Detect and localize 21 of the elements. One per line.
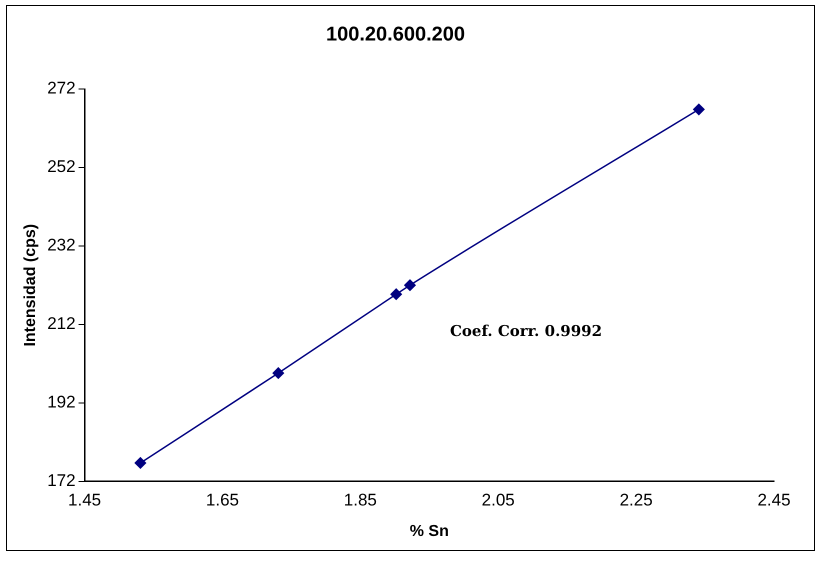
y-tick-label: 172: [47, 471, 76, 490]
y-tick-label: 252: [47, 157, 76, 176]
y-tick-label: 192: [47, 392, 76, 412]
y-tick-label: 272: [47, 78, 76, 98]
point: [693, 104, 705, 116]
point: [404, 279, 416, 291]
x-axis-title: % Sn: [410, 522, 449, 540]
x-tick-label: 2.05: [482, 490, 515, 510]
y-tick-label: 212: [47, 314, 76, 334]
y-tick-label: 232: [47, 236, 76, 255]
x-tick-label: 2.45: [757, 490, 791, 510]
x-tick-label: 2.25: [620, 490, 653, 510]
point: [134, 457, 146, 469]
x-tick-label: 1.45: [68, 490, 102, 510]
x-tick-label: 1.65: [206, 490, 239, 510]
point: [390, 288, 402, 300]
point: [272, 367, 284, 379]
chart-title: 100.20.600.200: [326, 24, 466, 46]
annotation: Coef. Corr. 0.9992: [450, 322, 602, 340]
x-tick-label: 1.85: [344, 490, 377, 510]
y-axis-title: Intensidad (cps): [22, 224, 40, 347]
